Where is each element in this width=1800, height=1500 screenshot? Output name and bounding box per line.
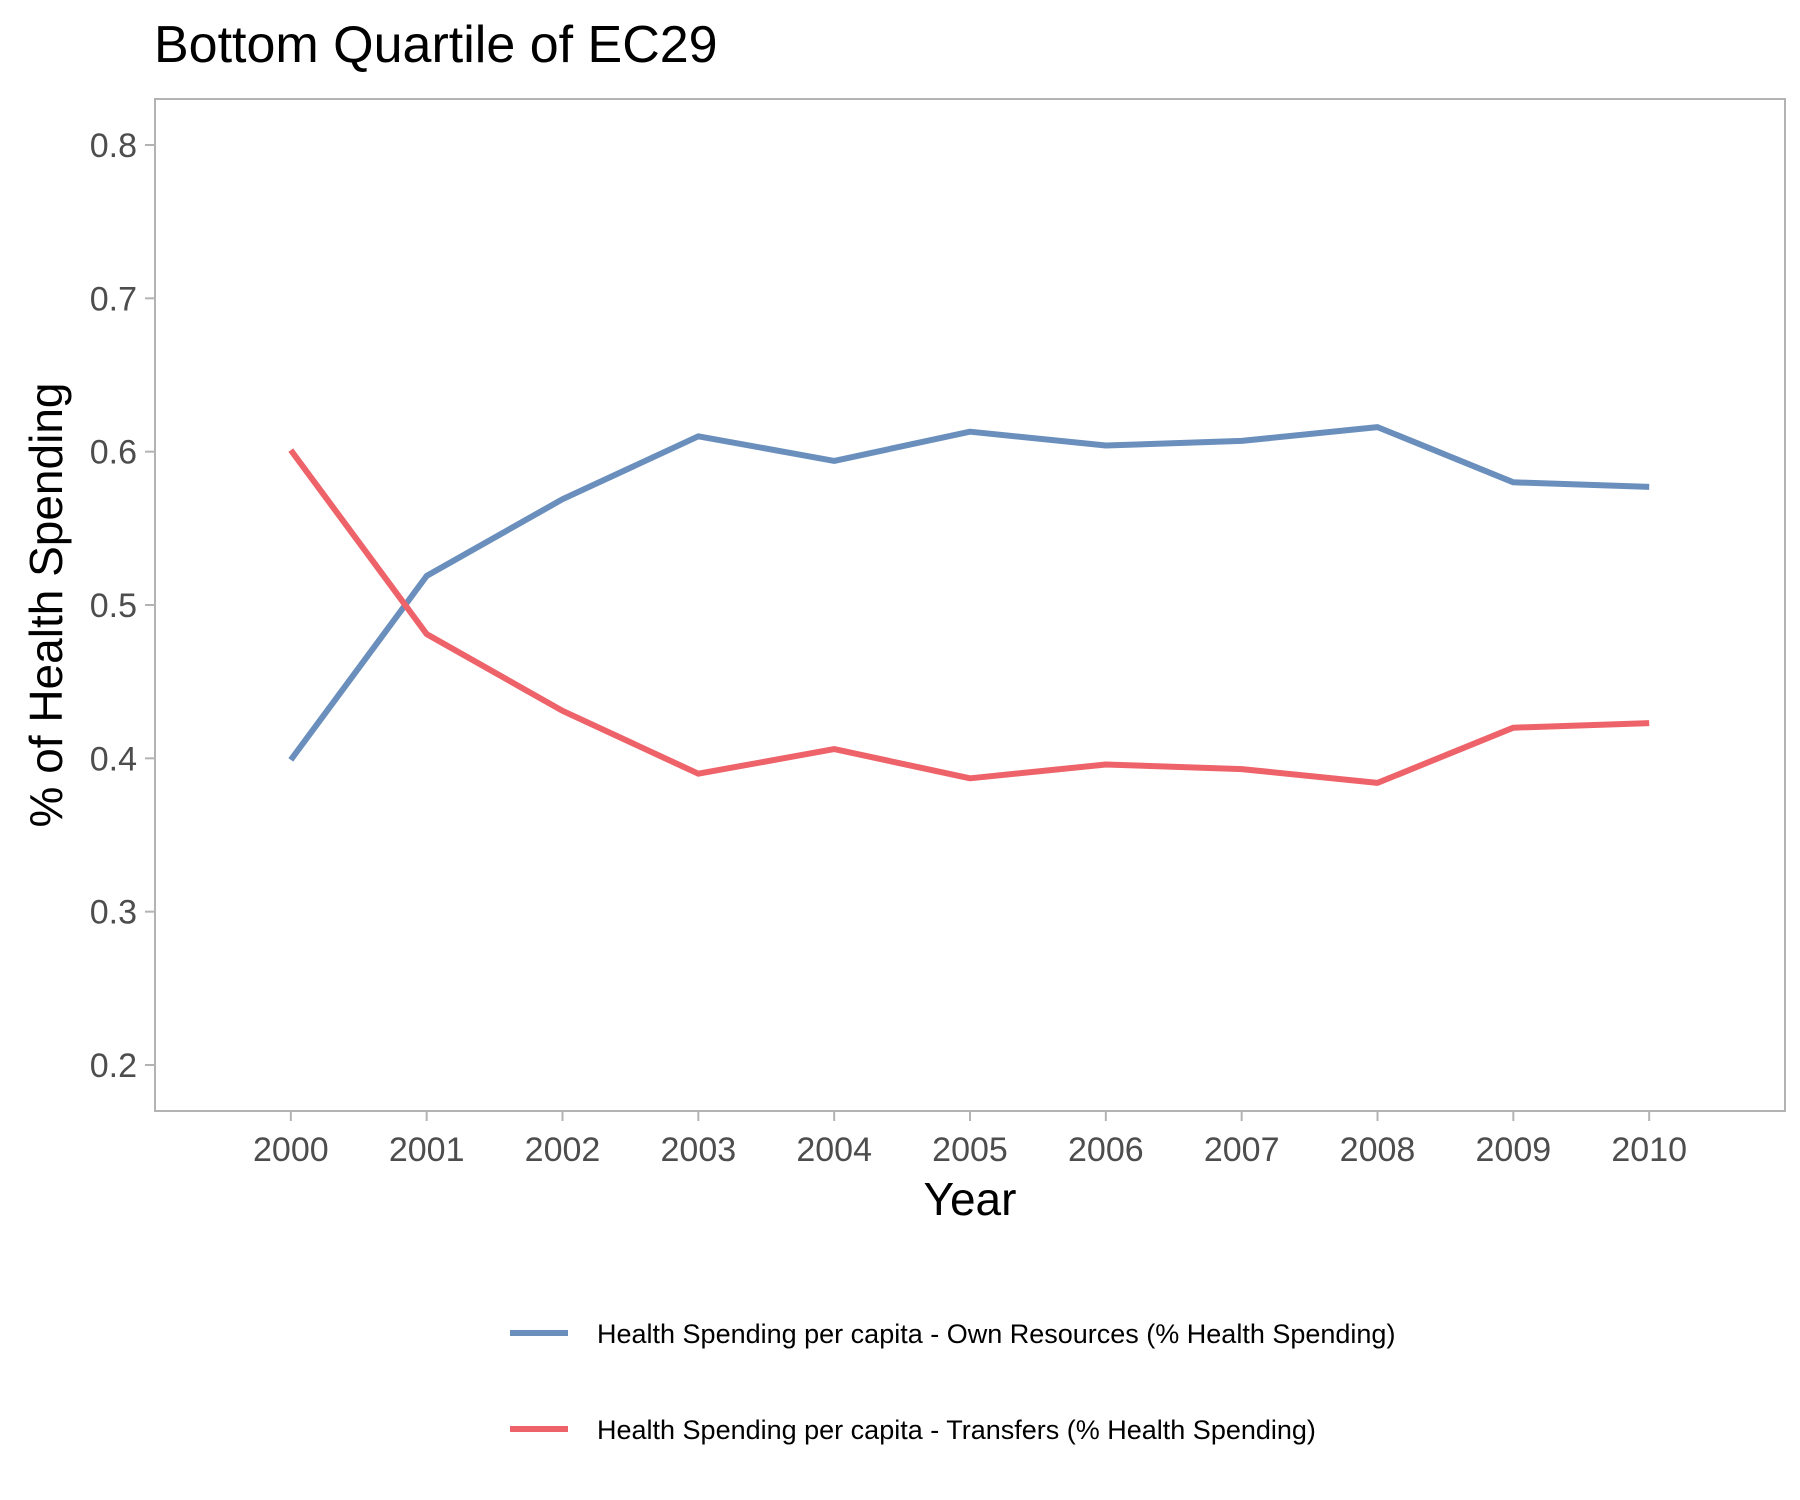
x-tick-label: 2004 xyxy=(796,1131,872,1169)
x-tick-label: 2003 xyxy=(661,1131,737,1169)
x-tick-label: 2009 xyxy=(1476,1131,1552,1169)
series-line-own-resources xyxy=(288,424,1650,762)
series-line-transfers xyxy=(288,448,1650,786)
y-tick-label: 0.8 xyxy=(90,127,137,165)
x-tick-label: 2007 xyxy=(1204,1131,1280,1169)
y-tick-label: 0.2 xyxy=(90,1047,137,1085)
x-axis-title: Year xyxy=(924,1173,1017,1225)
y-axis-title: % of Health Spending xyxy=(20,383,72,828)
x-tick-label: 2010 xyxy=(1611,1131,1687,1169)
y-tick-label: 0.6 xyxy=(90,434,137,472)
x-tick-label: 2005 xyxy=(932,1131,1008,1169)
y-axis: 0.2 0.3 0.4 0.5 0.6 0.7 0.8 xyxy=(90,127,155,1085)
legend-label: Health Spending per capita - Own Resourc… xyxy=(597,1319,1395,1349)
x-tick-label: 2006 xyxy=(1068,1131,1144,1169)
y-tick-label: 0.3 xyxy=(90,894,137,932)
x-axis: 2000 2001 2002 2003 2004 2005 2006 2007 2008 2009… xyxy=(253,1111,1687,1169)
y-tick-label: 0.4 xyxy=(90,740,137,778)
legend-label: Health Spending per capita - Transfers (… xyxy=(597,1415,1316,1445)
chart-title: Bottom Quartile of EC29 xyxy=(154,16,718,74)
plot-panel xyxy=(154,98,1786,1112)
y-tick-label: 0.5 xyxy=(90,587,137,625)
y-tick-label: 0.7 xyxy=(90,280,137,318)
x-tick-label: 2001 xyxy=(389,1131,465,1169)
legend: Health Spending per capita - Own Resourc… xyxy=(510,1319,1395,1445)
x-tick-label: 2002 xyxy=(525,1131,601,1169)
series-layer xyxy=(288,424,1650,786)
x-tick-label: 2008 xyxy=(1340,1131,1416,1169)
x-tick-label: 2000 xyxy=(253,1131,329,1169)
